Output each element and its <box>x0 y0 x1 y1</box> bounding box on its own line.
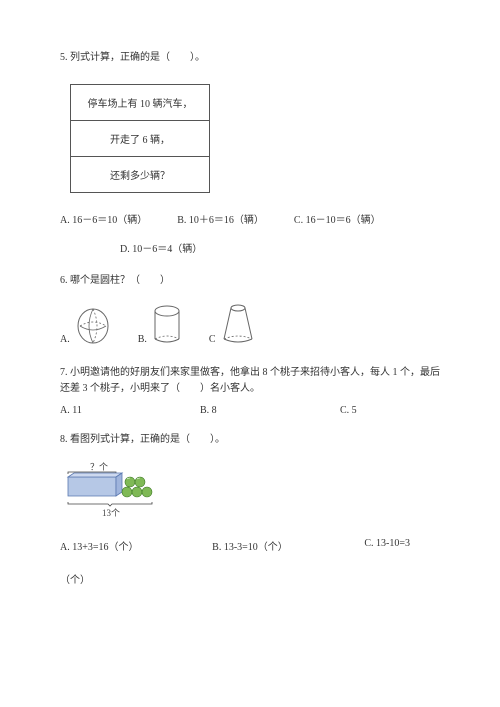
q7-option-c: C. 5 <box>340 405 357 416</box>
frustum-icon <box>222 303 254 345</box>
cylinder-icon <box>153 305 181 345</box>
q8-box-top <box>68 473 122 477</box>
q8-option-c: C. 13-10=3 <box>364 538 410 553</box>
q5-word-problem-box: 停车场上有 10 辆汽车， 开走了 6 辆， 还剩多少辆？ <box>70 84 210 193</box>
q6-label-b: B. <box>138 334 147 345</box>
question-8: 8. 看图列式计算，正确的是（ ）。 ？个 13个 A. 13+3=16（个） … <box>60 432 440 586</box>
q8-ball-2 <box>135 477 145 487</box>
q6-shape-a: A. <box>60 307 110 345</box>
q8-ball-3 <box>122 487 132 497</box>
q6-label-a: A. <box>60 334 70 345</box>
q5-text: 5. 列式计算，正确的是（ ）。 <box>60 50 440 66</box>
q7-options-row: A. 11 B. 8 C. 5 <box>60 405 440 416</box>
q8-bottom-label: 13个 <box>102 508 120 518</box>
q6-label-c: C <box>209 334 216 345</box>
q8-options-row: A. 13+3=16（个） B. 13-3=10（个） C. 13-10=3 <box>60 538 440 553</box>
q5-box-line1: 停车场上有 10 辆汽车， <box>71 85 209 121</box>
q8-diagram: ？个 13个 <box>60 462 440 520</box>
q5-option-a: A. 16－6＝10（辆） <box>60 211 147 226</box>
q8-option-a: A. 13+3=16（个） <box>60 538 182 553</box>
q8-unit-trail: （个） <box>60 571 440 586</box>
q6-shapes-row: A. B. C <box>60 303 440 345</box>
q6-shape-b: B. <box>138 305 181 345</box>
question-5: 5. 列式计算，正确的是（ ）。 停车场上有 10 辆汽车， 开走了 6 辆， … <box>60 50 440 255</box>
q8-ball-1 <box>125 477 135 487</box>
q8-option-b: B. 13-3=10（个） <box>212 538 334 553</box>
q5-option-b: B. 10＋6＝16（辆） <box>177 211 264 226</box>
q5-option-d: D. 10－6＝4（辆） <box>120 240 440 255</box>
q7-text: 7. 小明邀请他的好朋友们来家里做客，他拿出 8 个桃子来招待小客人，每人 1 … <box>60 365 440 397</box>
q7-option-b: B. 8 <box>200 405 310 416</box>
q8-box-side <box>116 473 122 496</box>
q7-option-a: A. 11 <box>60 405 170 416</box>
question-7: 7. 小明邀请他的好朋友们来家里做客，他拿出 8 个桃子来招待小客人，每人 1 … <box>60 365 440 416</box>
q5-box-line3: 还剩多少辆？ <box>71 157 209 192</box>
question-6: 6. 哪个是圆柱？（ ） A. B. C <box>60 273 440 345</box>
box-balls-diagram-icon: ？个 13个 <box>60 462 190 520</box>
q5-option-c: C. 16－10＝6（辆） <box>294 211 381 226</box>
q8-ball-5 <box>142 487 152 497</box>
q5-options-row1: A. 16－6＝10（辆） B. 10＋6＝16（辆） C. 16－10＝6（辆… <box>60 211 440 226</box>
q8-top-label: ？个 <box>90 462 108 472</box>
q5-box-line2: 开走了 6 辆， <box>71 121 209 157</box>
q8-ball-4 <box>132 487 142 497</box>
q8-text: 8. 看图列式计算，正确的是（ ）。 <box>60 432 440 448</box>
q6-shape-c: C <box>209 303 254 345</box>
sphere-icon <box>76 307 110 345</box>
q6-text: 6. 哪个是圆柱？（ ） <box>60 273 440 289</box>
q8-box-front <box>68 477 116 496</box>
